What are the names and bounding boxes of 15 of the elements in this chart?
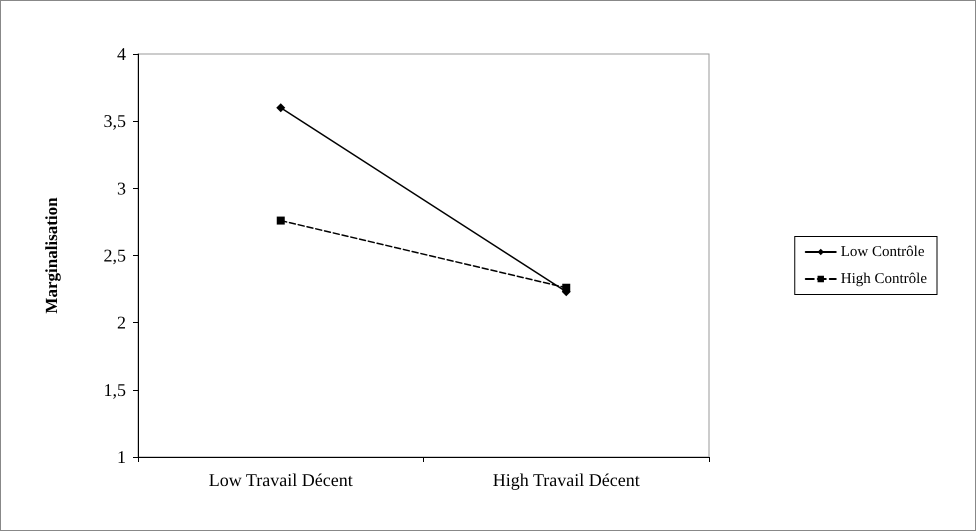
y-axis-title: Marginalisation: [42, 196, 61, 314]
point: [276, 216, 285, 225]
y-tick-label: 3: [117, 178, 126, 198]
x-tick-label: High Travail Décent: [492, 470, 640, 490]
point: [562, 284, 570, 292]
y-tick-label: 2: [117, 312, 126, 333]
y-tick-label: 4: [117, 44, 126, 64]
legend-label: High Contrôle: [840, 271, 928, 287]
y-tick-label: 3,5: [104, 111, 126, 132]
y-tick-label: 2,5: [104, 246, 126, 266]
y-tick-label: 1: [117, 447, 126, 467]
y-tick-label: 1,5: [104, 380, 126, 400]
x-tick-label: Low Travail Décent: [208, 470, 353, 490]
legend-label: Low Contrôle: [840, 244, 925, 260]
point: [276, 103, 286, 112]
